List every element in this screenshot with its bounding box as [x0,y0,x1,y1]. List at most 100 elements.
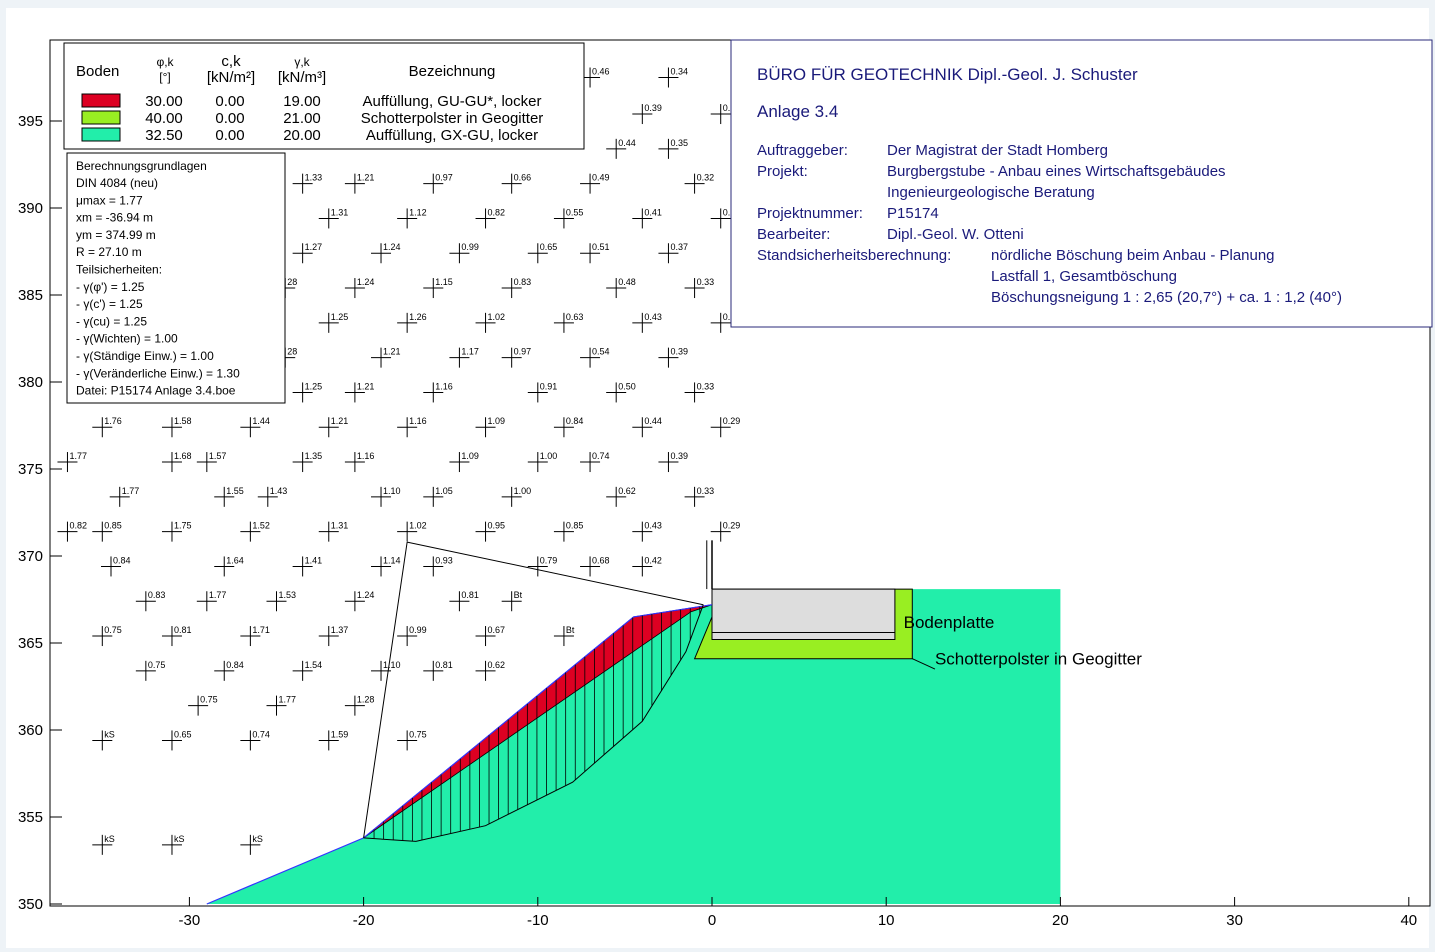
stand-value-1: nördliche Böschung beim Anbau - Planung [991,247,1275,264]
grid-cross: 0.91 [527,381,557,403]
legend-header-name: Bezeichnung [409,63,496,80]
grid-value: 0.48 [618,277,636,287]
grid-value: 1.15 [435,277,453,287]
grid-value: 28 [287,277,297,287]
legend-row1-c: 0.00 [215,93,244,110]
ground-layer [206,589,1061,904]
grid-value: 1.16 [409,416,427,426]
grid-value: 0.67 [488,625,506,635]
calc-line: - γ(cu) = 1.25 [76,314,147,328]
grid-cross: 0.81 [161,625,192,647]
legend-swatch-fill [81,93,121,108]
grid-value: 1.26 [409,312,427,322]
grid-cross: 0.62 [475,660,506,681]
x-tick-label: 20 [1052,912,1069,929]
grid-cross: 1.59 [318,729,348,751]
grid-value: 1.33 [305,173,323,183]
grid-value: 0.29 [723,416,741,426]
radius-line-right [407,541,704,606]
grid-cross: 1.14 [371,555,401,577]
stand-value-3: Böschungsneigung 1 : 2,65 (20,7°) + ca. … [991,289,1342,306]
grid-value: 0.97 [435,173,453,183]
grid-value: 1.77 [209,590,227,600]
y-tick-label: 380 [18,374,43,391]
grid-value: 0.66 [514,173,532,183]
grid-cross: 0.75 [135,660,165,681]
grid-value: 0.65 [540,242,558,252]
grid-value: 1.75 [174,521,192,531]
y-tick-label: 385 [18,287,43,304]
grid-value: 0.65 [174,729,192,739]
grid-value: 0.49 [592,173,610,183]
grid-cross: 0.29 [710,521,740,542]
y-tick-label: 390 [18,200,43,217]
projektnummer-label: Projektnummer: [757,205,863,222]
grid-value: 0.99 [409,625,427,635]
grid-cross: 0.81 [449,590,479,612]
grid-value: 0.33 [697,381,715,391]
grid-value: 1.21 [357,381,375,391]
axes: -30 -20 -10 0 10 20 30 40 350 355 360 365 370 375 380 3… [18,113,1417,929]
grid-cross: kS [92,834,115,855]
legend-row3-c: 0.00 [215,127,244,144]
grid-cross: 1.02 [397,521,427,542]
slip-body-hatching [373,606,701,842]
grid-value: 0.44 [618,138,636,148]
grid-cross: 0.66 [501,173,532,194]
calc-line: R = 27.10 m [76,245,142,259]
legend-row2-c: 0.00 [215,110,244,127]
firm-name: BÜRO FÜR GEOTECHNIK Dipl.-Geol. J. Schus… [757,65,1138,84]
grid-value: 0.34 [670,67,688,77]
grid-cross: 1.00 [527,451,558,473]
grid-value: kS [252,834,263,844]
grid-cross: 0.41 [632,207,662,229]
grid-cross: 0.65 [527,242,558,264]
y-tick-label: 350 [18,896,43,913]
x-tick-label: -10 [527,912,549,929]
grid-cross: 1.09 [475,416,505,438]
legend-header-phi-unit: [°] [159,70,170,84]
grid-value: 0.41 [644,207,662,217]
auftraggeber-label: Auftraggeber: [757,142,848,159]
y-tick-label: 375 [18,461,43,478]
grid-cross: Bt [553,625,575,647]
calc-line: ym = 374.99 m [76,228,156,242]
projekt-label: Projekt: [757,163,808,180]
grid-value: 1.77 [69,451,87,461]
grid-value: 1.16 [435,381,453,391]
grid-cross: 1.77 [57,451,87,473]
grid-value: 1.57 [209,451,227,461]
grid-cross: 0.39 [658,347,688,368]
legend-box [63,42,585,150]
grid-cross: 0.50 [606,381,636,403]
grid-cross: 0.42 [632,555,662,577]
grid-value: 0.75 [104,625,122,635]
grid-value: 0.39 [670,347,688,357]
annotations: Bodenplatte Schotterpolster in Geogitter [904,613,1142,670]
grid-value: 0.62 [488,660,506,670]
grid-value: 0.35 [670,138,688,148]
grid-cross: 1.55 [214,486,244,507]
grid-cross: 0.63 [553,312,583,333]
calc-title: Berechnungsgrundlagen [76,159,207,173]
grid-value: 0.37 [670,242,688,252]
calc-line: Datei: P15174 Anlage 3.4.boe [76,384,236,398]
grid-cross: 0.43 [632,312,662,333]
grid-cross: 0.33 [684,277,714,299]
legend-row3-phi: 32.50 [145,127,183,144]
grid-value: 1.00 [540,451,558,461]
calc-line: - γ(φ') = 1.25 [76,280,145,294]
grid-cross: 0.84 [553,416,583,438]
calc-line: - γ(Wichten) = 1.00 [76,332,178,346]
projektnummer-value: P15174 [887,205,939,222]
grid-cross: 0.37 [658,242,688,264]
grid-value: 0.42 [644,555,662,565]
grid-value: 1.17 [461,347,479,357]
y-tick-label: 365 [18,635,43,652]
grid-value: 0.81 [461,590,479,600]
grid-cross: 1.24 [344,590,374,612]
grid-value: 1.55 [226,486,244,496]
grid-value: 1.09 [461,451,479,461]
grid-value: 1.53 [279,590,297,600]
grid-cross: 0.95 [475,521,505,542]
